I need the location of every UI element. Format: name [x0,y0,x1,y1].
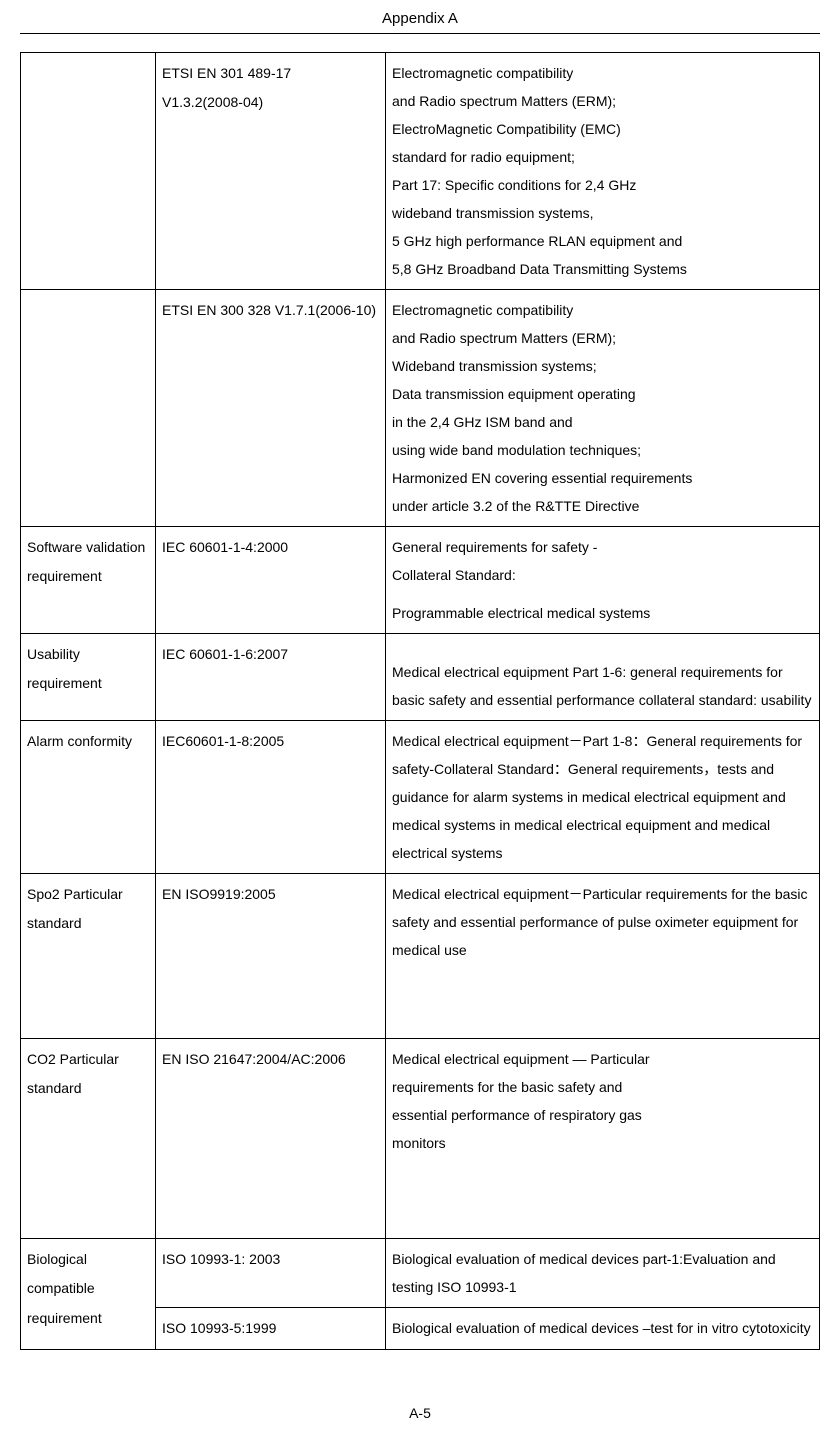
standard-description: Medical electrical equipment－Part 1-8：Ge… [386,721,820,874]
requirement-category: Usability requirement [21,634,156,721]
table-row: Software validation requirementIEC 60601… [21,527,820,634]
standard-description: General requirements for safety -Collate… [386,527,820,634]
requirement-category [21,290,156,527]
standard-description: Medical electrical equipment — Particula… [386,1039,820,1239]
standard-description: Medical electrical equipment－Particular … [386,874,820,1039]
standard-reference: EN ISO 21647:2004/AC:2006 [156,1039,386,1239]
standard-description: Electromagnetic compatibilityand Radio s… [386,53,820,290]
table-row: Usability requirementIEC 60601-1-6:2007M… [21,634,820,721]
requirement-category: Spo2 Particular standard [21,874,156,1039]
standard-description: Biological evaluation of medical devices… [386,1239,820,1308]
standard-reference: IEC 60601-1-6:2007 [156,634,386,721]
standard-reference: ISO 10993-1: 2003 [156,1239,386,1308]
requirement-category [21,53,156,290]
page-footer: A-5 [20,1405,820,1431]
standard-description: Electromagnetic compatibilityand Radio s… [386,290,820,527]
requirement-category: Software validation requirement [21,527,156,634]
standards-table: ETSI EN 301 489-17V1.3.2(2008-04)Electro… [20,52,820,1350]
standard-description: Biological evaluation of medical devices… [386,1308,820,1350]
requirement-category: CO2 Particular standard [21,1039,156,1239]
requirement-category: Alarm conformity [21,721,156,874]
table-row: Biological compatible requirementISO 109… [21,1239,820,1308]
table-row: ETSI EN 301 489-17V1.3.2(2008-04)Electro… [21,53,820,290]
standard-description: Medical electrical equipment Part 1-6: g… [386,634,820,721]
standard-reference: EN ISO9919:2005 [156,874,386,1039]
page-header: Appendix A [20,0,820,34]
table-row: Spo2 Particular standardEN ISO9919:2005M… [21,874,820,1039]
standard-reference: ETSI EN 301 489-17V1.3.2(2008-04) [156,53,386,290]
requirement-category: Biological compatible requirement [21,1239,156,1350]
table-row: Alarm conformityIEC60601-1-8:2005Medical… [21,721,820,874]
standard-reference: ISO 10993-5:1999 [156,1308,386,1350]
standard-reference: ETSI EN 300 328 V1.7.1(2006-10) [156,290,386,527]
table-row: CO2 Particular standardEN ISO 21647:2004… [21,1039,820,1239]
table-row: ETSI EN 300 328 V1.7.1(2006-10)Electroma… [21,290,820,527]
standard-reference: IEC 60601-1-4:2000 [156,527,386,634]
standard-reference: IEC60601-1-8:2005 [156,721,386,874]
